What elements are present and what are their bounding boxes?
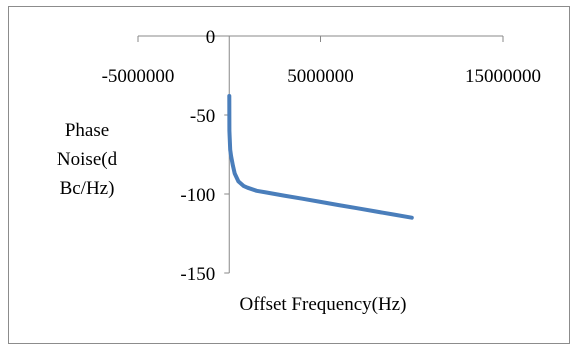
y-ticks xyxy=(224,35,230,274)
y-tick-label: -100 xyxy=(180,185,215,206)
y-tick-labels: 0 -50 -100 -150 xyxy=(180,27,215,285)
x-tick-labels: -5000000 5000000 15000000 xyxy=(102,66,541,87)
y-tick-label: 0 xyxy=(206,27,216,48)
y-axis-title-line-2: Noise(d xyxy=(57,149,118,170)
y-tick-label: -150 xyxy=(180,264,215,285)
series-group xyxy=(227,94,414,220)
x-tick-label: 5000000 xyxy=(287,66,354,87)
y-axis-title-line-3: Bc/Hz) xyxy=(60,178,115,199)
chart-frame xyxy=(8,6,570,344)
x-tick-label: -5000000 xyxy=(102,66,175,87)
y-axis-title-line-1: Phase xyxy=(65,120,109,141)
y-tick-label: -50 xyxy=(190,106,215,127)
x-ticks xyxy=(137,36,504,42)
series-line-0 xyxy=(227,94,414,220)
x-tick-label: 15000000 xyxy=(465,66,541,87)
x-axis-title: Offset Frequency(Hz) xyxy=(240,294,407,315)
